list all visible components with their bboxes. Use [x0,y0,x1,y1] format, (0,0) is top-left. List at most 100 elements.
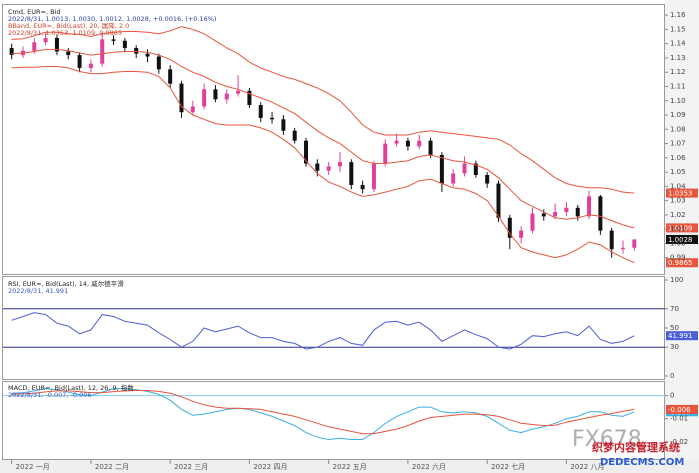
candle-body [451,173,456,184]
y-tick-label: 100 [670,276,683,284]
candle-body [88,63,93,68]
panel-annotation: BBand, EUR=, Bid(Last), 20, 属降, 2.0 [8,21,129,30]
candle-body [519,230,524,238]
y-tick-label: 1.02 [670,211,686,219]
rsi-panel-frame [2,276,665,380]
y-tick-label: 70 [670,305,679,313]
watermark-cn: 织梦内容管理系统 [592,440,680,454]
candle-body [292,130,297,141]
last-value-box [666,188,698,198]
candle-body [371,163,376,190]
panel-annotation: 2022/8/31, 1.0353, 1.0109, 0.9865 [8,29,122,37]
candle-body [485,174,490,184]
candle-body [43,37,48,43]
last-value-label: 0.9865 [668,259,693,267]
candle-body [598,196,603,231]
candle-body [134,47,139,54]
series-line [11,312,635,350]
texts: 0.99 1.00 1.01 1.02 1.03 1.04 1.05 1.06 1.07 1.08… [8,8,688,471]
candle-body [168,69,173,84]
candle-body [564,207,569,213]
watermark-logo: FX678 [572,427,642,452]
candle-body [247,90,252,106]
candle-body [621,247,626,250]
candle-body [439,154,444,184]
y-tick-label: 1.16 [670,11,686,19]
candle-body [9,47,14,56]
watermark-en: DEDECMS.COM [600,457,684,468]
last-value-box [666,404,698,414]
series-line [11,390,635,435]
candle-body [496,183,501,218]
y-tick-label: 30 [670,343,679,351]
x-tick-label: 2022 六月 [412,462,446,471]
candle-body [122,40,127,48]
candle-body [304,140,309,164]
x-tick-label: 2022 三月 [174,463,208,471]
candle-body [213,89,218,100]
y-tick-label: 1.05 [670,168,686,176]
candle-body [405,140,410,147]
candle-body [145,53,150,57]
last-value-label: 1.0353 [668,190,693,198]
y-tick-label: 1.06 [670,154,686,162]
last-value-box [666,331,698,341]
y-tick-label: 0 [670,392,674,400]
x-tick-label: 2022 八月 [570,463,604,471]
last-value-label: 1.0028 [668,236,693,244]
last-value-box [666,223,698,233]
y-tick-label: 1.15 [670,25,686,33]
panel-title: MACD, EUR=, Bid(Last), 12, 26, 9, 指数 [8,383,134,392]
candle-body [258,105,263,118]
candle-body [54,37,59,52]
series-line [11,388,635,441]
candle-body [281,119,286,131]
y-tick-label: 1.09 [670,111,686,119]
y-tick-label: 1.00 [670,239,686,247]
candle-body [383,143,388,164]
panel-subtitle: 2022/8/31, -0.007, -0.006 [8,391,92,399]
candle-body [575,207,580,217]
last-value-label: 41.991 [668,332,693,340]
macd-panel-frame [2,381,665,460]
candle-body [609,230,614,250]
x-tick-label: 2022 七月 [491,462,525,471]
candle-body [179,83,184,113]
x-tick-label: 2022 一月 [16,463,50,471]
y-tick-label: 1.13 [670,54,686,62]
last-value-label: -0.006 [668,406,691,414]
candle-body [349,162,354,185]
y-tick-label: 1.14 [670,40,686,48]
candle-body [541,213,546,217]
price-panel-frame [2,4,665,275]
candle-body [360,184,365,190]
y-tick-label: 1.03 [670,197,686,205]
x-tick-label: 2022 五月 [333,463,367,471]
time-axis [0,460,699,473]
y-tick-label: 1.04 [670,182,686,190]
candle-body [100,39,105,64]
candle-body [473,163,478,175]
panel-subtitle: 2022/8/31, 41.991 [8,287,68,295]
last-value-box [666,234,698,244]
candle-body [394,140,399,144]
candle-body [530,213,535,231]
candle-body [417,140,422,147]
last-value-label: 1.0109 [668,224,693,232]
candle-body [428,140,433,155]
candle-body [236,90,241,94]
y-tick-label: 1.01 [670,225,686,233]
x-tick-label: 2022 二月 [95,463,129,471]
panel-title: RSI, EUR=, Bid(Last), 14, 威尔德平滑 [8,279,124,288]
y-tick-label: 50 [670,324,679,332]
candle-body [224,93,229,100]
candle-body [270,117,275,120]
candle-body [32,42,37,51]
series-line [11,66,635,264]
y-tick-label: -0.02 [670,438,688,446]
candle-body [632,239,637,248]
y-tick-label: 0.99 [670,254,686,262]
y-tick-label: 0 [670,372,674,380]
candle-body [156,56,161,70]
